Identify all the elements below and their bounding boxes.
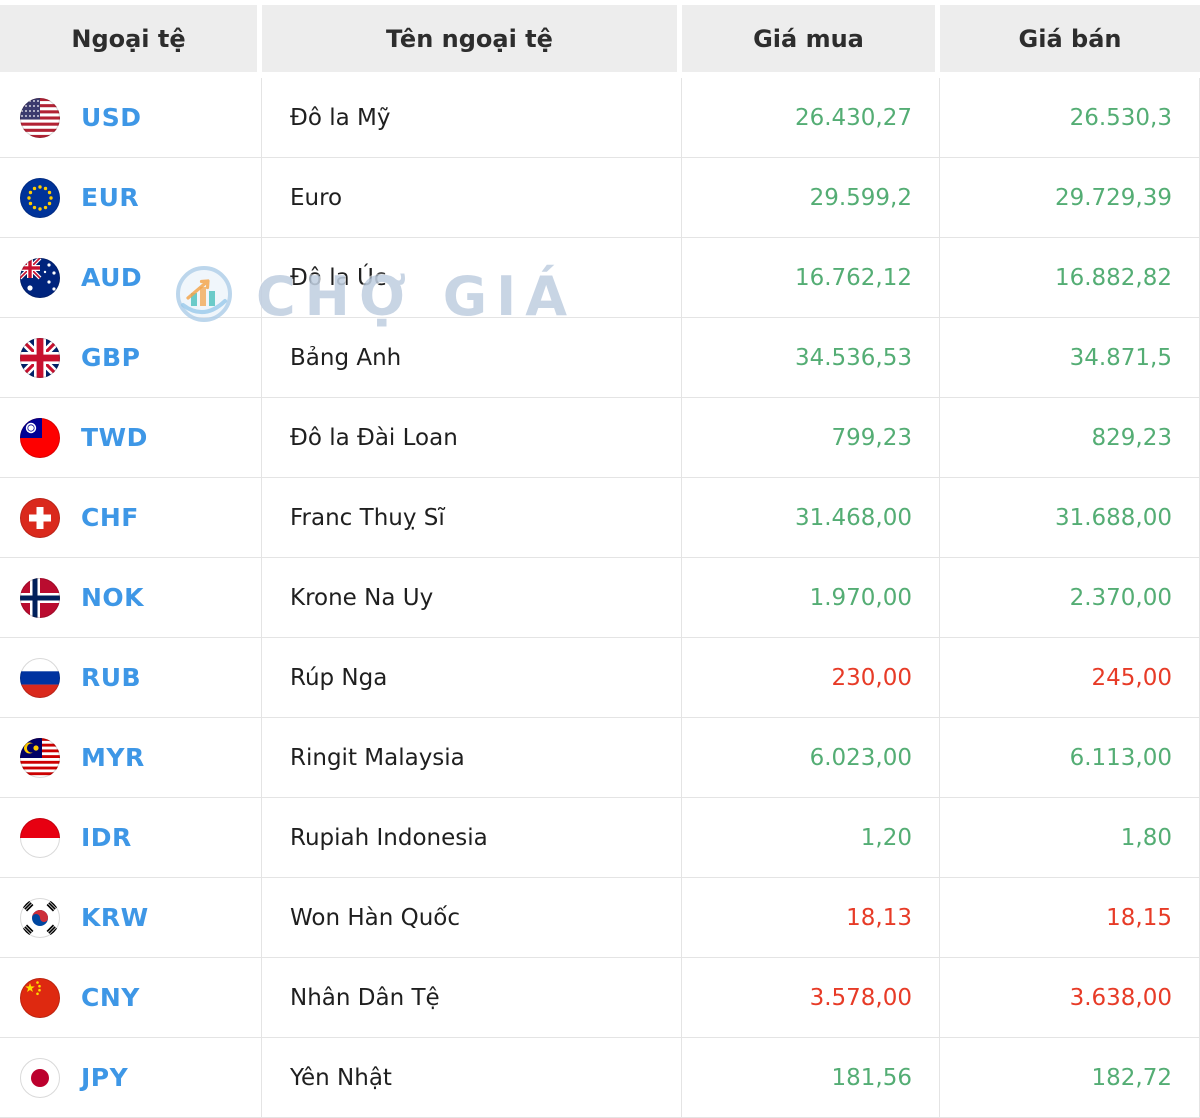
currency-name: Euro	[262, 158, 682, 237]
aud-flag-icon	[20, 257, 60, 298]
sell-price: 34.871,5	[940, 318, 1200, 397]
table-row: RUB Rúp Nga 230,00 245,00	[0, 638, 1200, 718]
currency-cell: NOK	[0, 558, 262, 637]
sell-price: 6.113,00	[940, 718, 1200, 797]
sell-price: 31.688,00	[940, 478, 1200, 557]
currency-code: MYR	[81, 743, 145, 772]
sell-price: 2.370,00	[940, 558, 1200, 637]
table-header: Ngoại tệ Tên ngoại tệ Giá mua Giá bán	[0, 0, 1200, 78]
sell-price: 16.882,82	[940, 238, 1200, 317]
sell-price: 3.638,00	[940, 958, 1200, 1037]
buy-price: 1.970,00	[682, 558, 940, 637]
currency-name: Franc Thuỵ Sĩ	[262, 478, 682, 557]
currency-code: JPY	[81, 1063, 129, 1092]
currency-name: Ringit Malaysia	[262, 718, 682, 797]
currency-code: RUB	[81, 663, 142, 692]
table-row: CNY Nhân Dân Tệ 3.578,00 3.638,00	[0, 958, 1200, 1038]
buy-price: 16.762,12	[682, 238, 940, 317]
currency-cell: CNY	[0, 958, 262, 1037]
sell-price: 26.530,3	[940, 78, 1200, 157]
currency-name: Yên Nhật	[262, 1038, 682, 1117]
table-row: NOK Krone Na Uy 1.970,00 2.370,00	[0, 558, 1200, 638]
buy-price: 6.023,00	[682, 718, 940, 797]
buy-price: 31.468,00	[682, 478, 940, 557]
buy-price: 18,13	[682, 878, 940, 957]
header-currency-code: Ngoại tệ	[0, 5, 262, 72]
table-row: EUR Euro 29.599,2 29.729,39	[0, 158, 1200, 238]
currency-name: Đô la Đài Loan	[262, 398, 682, 477]
currency-code: IDR	[81, 823, 132, 852]
table-row: GBP Bảng Anh 34.536,53 34.871,5	[0, 318, 1200, 398]
currency-cell: GBP	[0, 318, 262, 397]
gbp-flag-icon	[20, 337, 60, 378]
chf-flag-icon	[20, 497, 60, 538]
currency-cell: CHF	[0, 478, 262, 557]
currency-code: KRW	[81, 903, 149, 932]
currency-name: Đô la Mỹ	[262, 78, 682, 157]
currency-name: Krone Na Uy	[262, 558, 682, 637]
currency-cell: IDR	[0, 798, 262, 877]
currency-name: Rupiah Indonesia	[262, 798, 682, 877]
table-row: JPY Yên Nhật 181,56 182,72	[0, 1038, 1200, 1118]
buy-price: 26.430,27	[682, 78, 940, 157]
buy-price: 1,20	[682, 798, 940, 877]
table-row: USD Đô la Mỹ 26.430,27 26.530,3	[0, 78, 1200, 158]
currency-cell: RUB	[0, 638, 262, 717]
sell-price: 829,23	[940, 398, 1200, 477]
header-buy-price: Giá mua	[682, 5, 940, 72]
sell-price: 182,72	[940, 1038, 1200, 1117]
nok-flag-icon	[20, 577, 60, 618]
currency-name: Nhân Dân Tệ	[262, 958, 682, 1037]
table-row: TWD Đô la Đài Loan 799,23 829,23	[0, 398, 1200, 478]
currency-code: NOK	[81, 583, 145, 612]
krw-flag-icon	[20, 897, 60, 938]
currency-name: Bảng Anh	[262, 318, 682, 397]
table-body: USD Đô la Mỹ 26.430,27 26.530,3 EUR Euro 29.59…	[0, 78, 1200, 1118]
currency-cell: MYR	[0, 718, 262, 797]
table-row: AUD Đô la Úc 16.762,12 16.882,82	[0, 238, 1200, 318]
currency-code: AUD	[81, 263, 143, 292]
currency-code: USD	[81, 103, 142, 132]
sell-price: 1,80	[940, 798, 1200, 877]
currency-cell: JPY	[0, 1038, 262, 1117]
rub-flag-icon	[20, 657, 60, 698]
table-row: IDR Rupiah Indonesia 1,20 1,80	[0, 798, 1200, 878]
table-row: MYR Ringit Malaysia 6.023,00 6.113,00	[0, 718, 1200, 798]
sell-price: 29.729,39	[940, 158, 1200, 237]
currency-name: Đô la Úc	[262, 238, 682, 317]
jpy-flag-icon	[20, 1057, 60, 1098]
currency-cell: KRW	[0, 878, 262, 957]
currency-cell: AUD	[0, 238, 262, 317]
header-currency-name: Tên ngoại tệ	[262, 5, 682, 72]
currency-code: EUR	[81, 183, 140, 212]
currency-code: TWD	[81, 423, 148, 452]
twd-flag-icon	[20, 417, 60, 458]
usd-flag-icon	[20, 97, 60, 138]
buy-price: 34.536,53	[682, 318, 940, 397]
currency-name: Rúp Nga	[262, 638, 682, 717]
currency-code: CNY	[81, 983, 140, 1012]
currency-code: CHF	[81, 503, 139, 532]
currency-name: Won Hàn Quốc	[262, 878, 682, 957]
myr-flag-icon	[20, 737, 60, 778]
sell-price: 18,15	[940, 878, 1200, 957]
eur-flag-icon	[20, 177, 60, 218]
sell-price: 245,00	[940, 638, 1200, 717]
cny-flag-icon	[20, 977, 60, 1018]
currency-cell: USD	[0, 78, 262, 157]
buy-price: 3.578,00	[682, 958, 940, 1037]
currency-cell: TWD	[0, 398, 262, 477]
currency-code: GBP	[81, 343, 141, 372]
idr-flag-icon	[20, 817, 60, 858]
buy-price: 230,00	[682, 638, 940, 717]
currency-cell: EUR	[0, 158, 262, 237]
header-sell-price: Giá bán	[940, 5, 1200, 72]
buy-price: 29.599,2	[682, 158, 940, 237]
table-row: CHF Franc Thuỵ Sĩ 31.468,00 31.688,00	[0, 478, 1200, 558]
table-row: KRW Won Hàn Quốc 18,13 18,15	[0, 878, 1200, 958]
buy-price: 799,23	[682, 398, 940, 477]
buy-price: 181,56	[682, 1038, 940, 1117]
